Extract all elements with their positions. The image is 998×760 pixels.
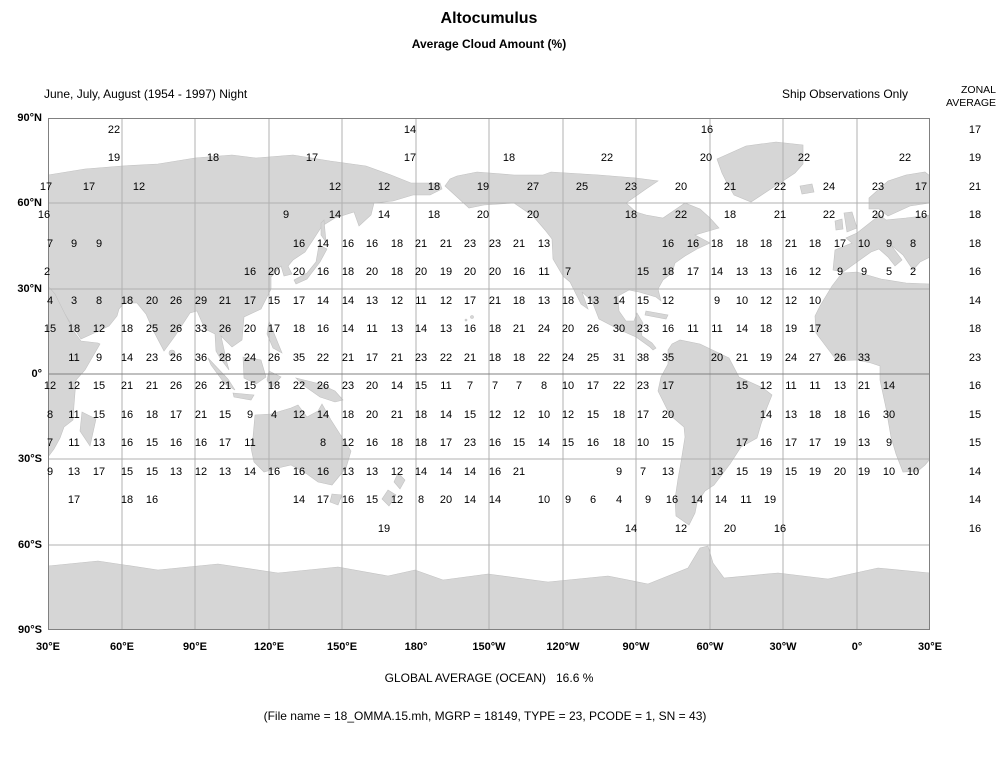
x-axis-tick-label: 180°	[404, 641, 428, 653]
landmass-philippines	[266, 319, 283, 354]
zonal-header-line2: AVERAGE	[946, 97, 996, 109]
zonal-average-value: 16	[968, 266, 982, 278]
x-axis-tick-label: 90°E	[183, 641, 207, 653]
y-axis-tick-label: 30°N	[17, 283, 42, 295]
zonal-header-line1: ZONAL	[960, 84, 996, 96]
zonal-average-value: 18	[968, 238, 982, 250]
landmass-cuba	[644, 310, 669, 320]
zonal-average-value: 18	[968, 209, 982, 221]
y-axis-tick-label: 0°	[31, 368, 42, 380]
landmass-south-america	[657, 339, 773, 526]
landmass-japan	[293, 244, 328, 285]
landmass-hawaii-2	[464, 318, 468, 322]
x-axis-tick-label: 120°E	[253, 641, 285, 653]
zonal-average-value: 21	[968, 181, 982, 193]
x-axis-tick-label: 150°W	[472, 641, 506, 653]
y-axis-tick-label: 90°N	[17, 112, 42, 124]
world-map	[48, 118, 930, 630]
zonal-average-value: 15	[968, 409, 982, 421]
zonal-average-value: 14	[968, 494, 982, 506]
landmass-greenland	[716, 141, 804, 203]
x-axis-tick-label: 30°E	[36, 641, 60, 653]
x-axis-tick-label: 0°	[851, 641, 863, 653]
landmass-north-america	[444, 171, 720, 351]
y-axis-tick-label: 30°S	[18, 453, 42, 465]
landmass-scandinavia	[868, 171, 930, 217]
landmass-hawaii	[470, 315, 474, 319]
y-axis-tick-label: 60°N	[17, 197, 42, 209]
zonal-average-value: 23	[968, 352, 982, 364]
landmass-iceland	[799, 183, 815, 195]
landmass-africa-east	[48, 285, 101, 458]
landmass-australia	[250, 403, 352, 486]
zonal-average-value: 18	[968, 323, 982, 335]
zonal-average-header: ZONAL AVERAGE	[946, 84, 996, 110]
landmass-britain	[843, 211, 858, 233]
y-axis-tick-label: 60°S	[18, 539, 42, 551]
landmass-new-zealand-north	[393, 472, 406, 490]
zonal-average-value: 16	[968, 523, 982, 535]
landmass-sulawesi	[266, 370, 282, 389]
landmass-africa-west	[814, 271, 930, 473]
landmass-sri-lanka	[168, 349, 176, 357]
zonal-average-value: 14	[968, 295, 982, 307]
landmass-java	[232, 392, 255, 401]
global-average-caption: GLOBAL AVERAGE (OCEAN) 16.6 %	[384, 671, 594, 685]
zonal-average-value: 17	[968, 124, 982, 136]
landmass-ireland	[834, 218, 844, 231]
season-caption: June, July, August (1954 - 1997) Night	[44, 87, 248, 101]
zonal-average-value: 15	[968, 437, 982, 449]
x-axis-tick-label: 60°W	[696, 641, 724, 653]
landmass-new-guinea	[295, 377, 344, 403]
zonal-average-value: 16	[968, 380, 982, 392]
map-border	[48, 118, 930, 630]
landmass-madagascar	[79, 411, 97, 447]
x-axis-tick-label: 30°W	[769, 641, 797, 653]
figure-subtitle: Average Cloud Amount (%)	[411, 37, 567, 51]
observations-caption: Ship Observations Only	[781, 87, 908, 101]
x-axis-tick-label: 120°W	[546, 641, 580, 653]
x-axis-tick-label: 60°E	[110, 641, 134, 653]
x-axis-tick-label: 30°E	[918, 641, 942, 653]
landmass-tasmania	[329, 493, 343, 506]
figure-title: Altocumulus	[440, 10, 538, 27]
landmass-new-zealand-south	[381, 489, 397, 507]
file-info-caption: (File name = 18_OMMA.15.mh, MGRP = 18149…	[263, 709, 707, 723]
zonal-average-value: 14	[968, 466, 982, 478]
landmass-eurasia	[48, 154, 443, 371]
x-axis-tick-label: 90°W	[622, 641, 650, 653]
zonal-average-value: 19	[968, 152, 982, 164]
grid-lines	[48, 118, 930, 630]
landmass-borneo	[242, 356, 267, 385]
y-axis-tick-label: 90°S	[18, 624, 42, 636]
x-axis-tick-label: 150°E	[326, 641, 358, 653]
landmass-sakhalin	[320, 219, 327, 244]
